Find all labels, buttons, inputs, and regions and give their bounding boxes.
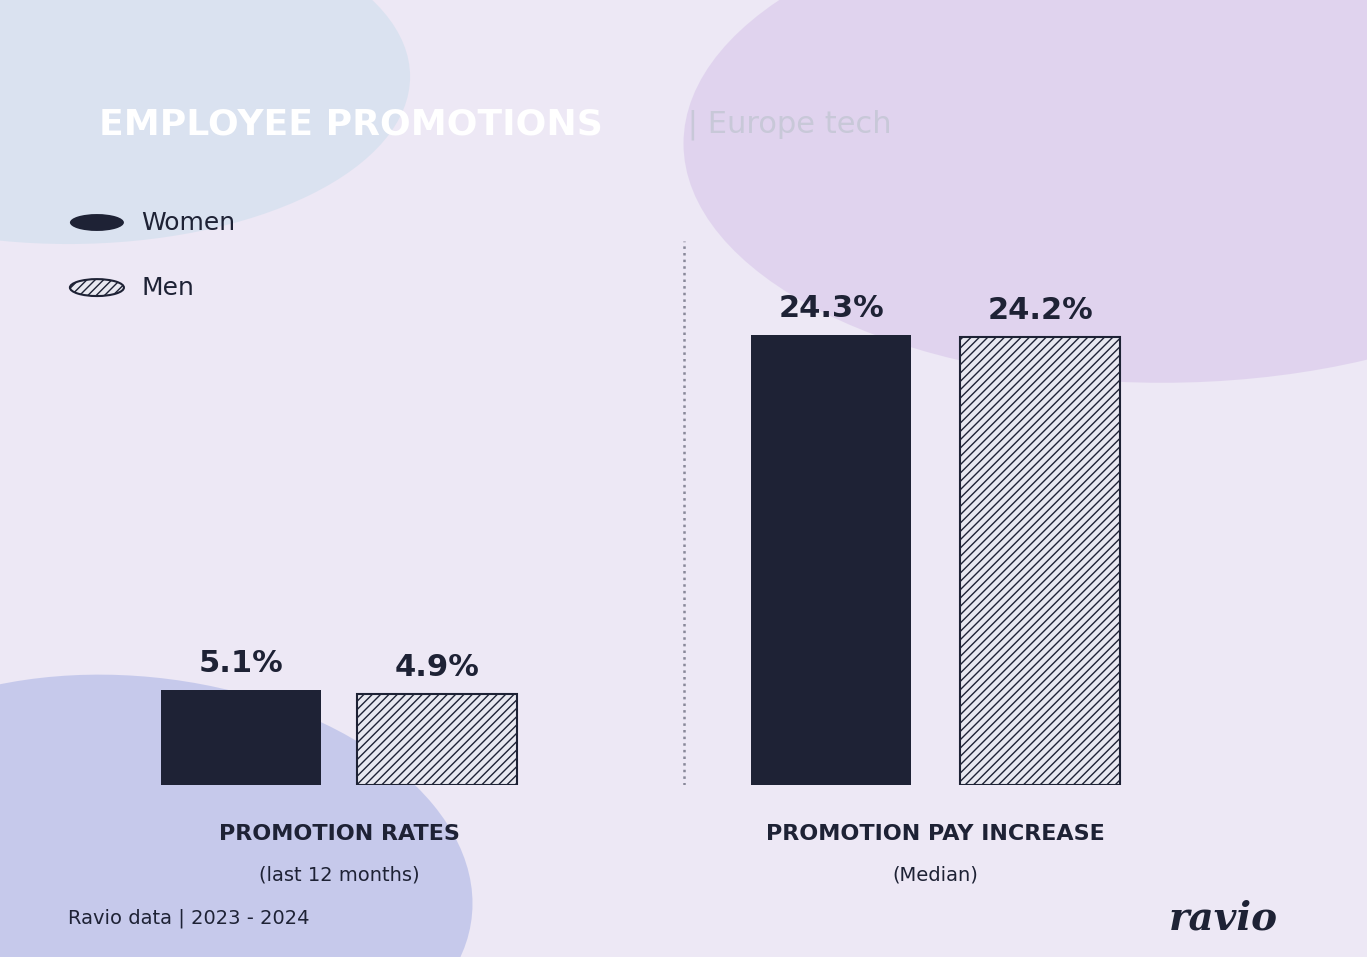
Text: Men: Men: [141, 276, 194, 300]
Text: 5.1%: 5.1%: [198, 649, 283, 679]
Text: 24.3%: 24.3%: [778, 294, 884, 323]
Circle shape: [70, 214, 124, 231]
Text: EMPLOYEE PROMOTIONS: EMPLOYEE PROMOTIONS: [100, 107, 603, 142]
Text: Women: Women: [141, 211, 235, 234]
Bar: [752, 335, 912, 785]
Text: (last 12 months): (last 12 months): [258, 865, 420, 884]
Text: ravio: ravio: [1169, 900, 1278, 938]
Text: (Median): (Median): [893, 865, 979, 884]
Bar: [961, 337, 1121, 785]
Text: 4.9%: 4.9%: [395, 653, 480, 682]
Ellipse shape: [0, 675, 473, 957]
Ellipse shape: [0, 0, 410, 244]
Text: 24.2%: 24.2%: [987, 296, 1094, 324]
Text: PROMOTION RATES: PROMOTION RATES: [219, 824, 459, 843]
Bar: [161, 690, 320, 785]
Text: | Europe tech: | Europe tech: [678, 109, 893, 140]
Text: PROMOTION PAY INCREASE: PROMOTION PAY INCREASE: [767, 824, 1105, 843]
Ellipse shape: [684, 0, 1367, 383]
Circle shape: [70, 279, 124, 296]
Bar: [358, 694, 518, 785]
Text: Ravio data | 2023 - 2024: Ravio data | 2023 - 2024: [68, 909, 310, 928]
